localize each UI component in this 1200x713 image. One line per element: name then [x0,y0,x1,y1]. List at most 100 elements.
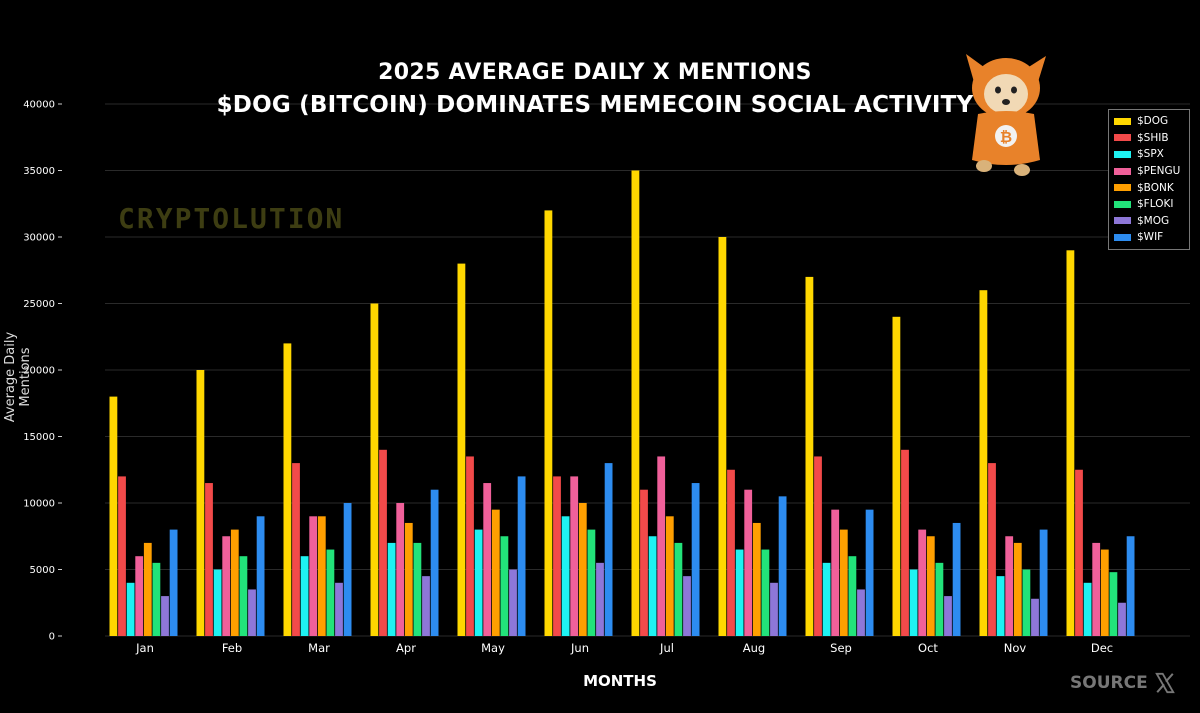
bar-mog-sep [857,589,865,636]
legend-swatch [1114,217,1131,225]
legend-item: $FLOKI [1109,196,1189,213]
bar-wif-mar [343,503,352,636]
bar-wif-jan [169,529,178,636]
bar-spx-sep [822,562,831,636]
x-tick-label: Jul [659,641,674,655]
bar-shib-jul [640,489,648,636]
x-tick-label: Jun [570,641,589,655]
legend-swatch [1114,167,1131,175]
dog-mascot-icon: ₿ [966,54,1046,176]
bar-dog-feb [196,370,205,636]
bar-bonk-aug [752,522,761,636]
legend-label: $SHIB [1137,131,1169,144]
x-tick-label: Sep [830,641,852,655]
legend-swatch [1114,117,1131,125]
chart-title-line2: $DOG (BITCOIN) DOMINATES MEMECOIN SOCIAL… [216,92,974,118]
bar-dog-nov [979,290,988,636]
bar-mog-jan [161,596,169,636]
x-logo-icon [1154,672,1175,694]
bar-pengu-dec [1092,542,1101,636]
svg-text:₿: ₿ [1000,128,1012,146]
bar-bonk-nov [1013,542,1022,636]
y-tick-label: 40000 [23,100,55,111]
y-tick-label: 30000 [23,233,55,244]
bar-mog-aug [770,582,778,636]
y-axis-label: Average Daily Mentions [3,331,33,423]
bar-bonk-dec [1100,549,1109,636]
bar-wif-dec [1126,536,1135,636]
legend-label: $FLOKI [1137,198,1174,211]
source-badge: SOURCE [1070,672,1176,694]
bar-pengu-apr [396,503,405,636]
bar-wif-may [517,476,526,636]
bar-floki-dec [1109,572,1118,636]
bar-dog-dec [1066,250,1075,637]
bar-floki-aug [761,549,770,636]
legend-item: $PENGU [1109,163,1189,180]
bar-wif-sep [865,509,874,636]
bar-bonk-feb [230,529,239,636]
bar-bonk-apr [404,522,413,636]
bar-mog-dec [1118,602,1126,636]
legend-item: $SHIB [1109,130,1189,147]
bar-pengu-mar [309,516,318,636]
x-tick-label: Oct [918,641,938,655]
bar-pengu-feb [222,536,231,636]
bar-spx-mar [300,556,309,636]
legend-item: $DOG [1109,113,1189,130]
bar-bonk-may [491,509,500,636]
x-tick-label: Feb [222,641,242,655]
x-tick-label: Aug [743,641,765,655]
bar-spx-dec [1083,582,1092,636]
bar-dog-oct [892,316,901,636]
bar-wif-apr [430,489,439,636]
legend-label: $DOG [1137,115,1169,128]
bar-wif-jun [604,463,613,636]
bar-spx-nov [996,576,1005,636]
x-tick-label: Mar [308,641,330,655]
y-tick-label: 35000 [23,166,55,177]
bar-mog-jul [683,576,691,636]
x-tick-label: Dec [1091,641,1113,655]
bar-pengu-sep [831,509,840,636]
bar-floki-nov [1022,569,1031,636]
bar-spx-jul [648,536,657,636]
bar-floki-oct [935,562,944,636]
bar-bonk-mar [317,516,326,636]
bar-spx-jan [126,582,135,636]
bar-spx-aug [735,549,744,636]
legend-swatch [1114,134,1131,142]
bar-mog-feb [248,589,256,636]
bar-mog-oct [944,596,952,636]
y-tick-label: 10000 [23,499,55,510]
legend-swatch [1114,150,1131,158]
legend-label: $BONK [1137,181,1174,194]
legend-label: $WIF [1137,231,1164,244]
bar-floki-mar [326,549,335,636]
bar-dog-apr [370,303,379,636]
bar-wif-aug [778,496,787,636]
y-tick-label: 25000 [23,299,55,310]
bar-dog-jun [544,210,553,636]
bar-shib-jun [553,476,561,636]
bar-spx-apr [387,542,396,636]
bar-shib-mar [292,463,300,636]
bar-floki-feb [239,556,248,636]
bar-floki-sep [848,556,857,636]
bar-shib-aug [727,469,735,636]
bar-mog-may [509,569,517,636]
x-tick-label: Apr [396,641,416,655]
bar-dog-may [457,263,466,636]
bar-pengu-nov [1005,536,1014,636]
y-tick-label: 5000 [30,565,55,576]
bar-floki-apr [413,542,422,636]
bar-wif-oct [952,522,961,636]
bar-shib-jan [118,476,126,636]
bar-dog-sep [805,276,814,636]
bar-floki-may [500,536,509,636]
bar-mog-nov [1031,598,1039,636]
bar-spx-oct [909,569,918,636]
bar-spx-jun [561,516,570,636]
bar-floki-jan [152,562,161,636]
legend-label: $SPX [1137,148,1164,161]
